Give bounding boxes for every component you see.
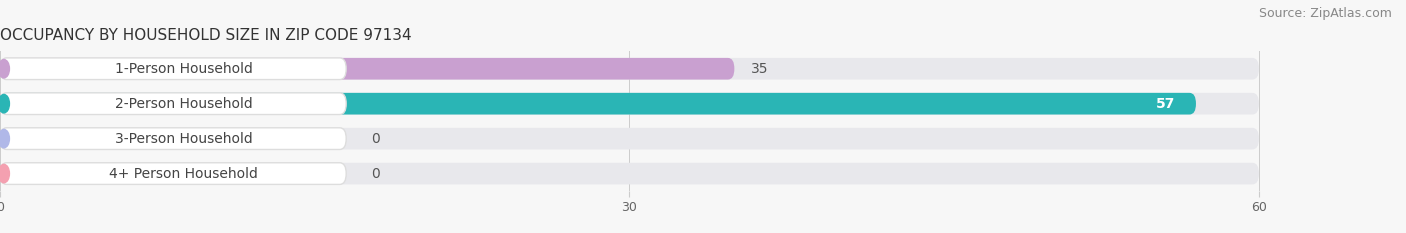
FancyBboxPatch shape [0, 163, 1258, 185]
Text: 3-Person Household: 3-Person Household [115, 132, 253, 146]
Text: 0: 0 [371, 132, 380, 146]
FancyBboxPatch shape [0, 93, 346, 115]
Circle shape [0, 164, 10, 183]
FancyBboxPatch shape [0, 93, 1197, 115]
Text: 35: 35 [751, 62, 769, 76]
Text: 4+ Person Household: 4+ Person Household [110, 167, 259, 181]
Circle shape [0, 129, 10, 148]
Circle shape [0, 59, 10, 78]
Circle shape [0, 94, 10, 113]
FancyBboxPatch shape [0, 128, 1258, 150]
FancyBboxPatch shape [0, 163, 346, 185]
FancyBboxPatch shape [0, 58, 734, 80]
FancyBboxPatch shape [0, 128, 346, 150]
Text: 1-Person Household: 1-Person Household [115, 62, 253, 76]
Text: 2-Person Household: 2-Person Household [115, 97, 253, 111]
Text: OCCUPANCY BY HOUSEHOLD SIZE IN ZIP CODE 97134: OCCUPANCY BY HOUSEHOLD SIZE IN ZIP CODE … [0, 28, 412, 43]
Text: 57: 57 [1156, 97, 1175, 111]
FancyBboxPatch shape [0, 58, 1258, 80]
FancyBboxPatch shape [0, 58, 346, 80]
Text: 0: 0 [371, 167, 380, 181]
FancyBboxPatch shape [0, 93, 1258, 115]
Text: Source: ZipAtlas.com: Source: ZipAtlas.com [1258, 7, 1392, 20]
